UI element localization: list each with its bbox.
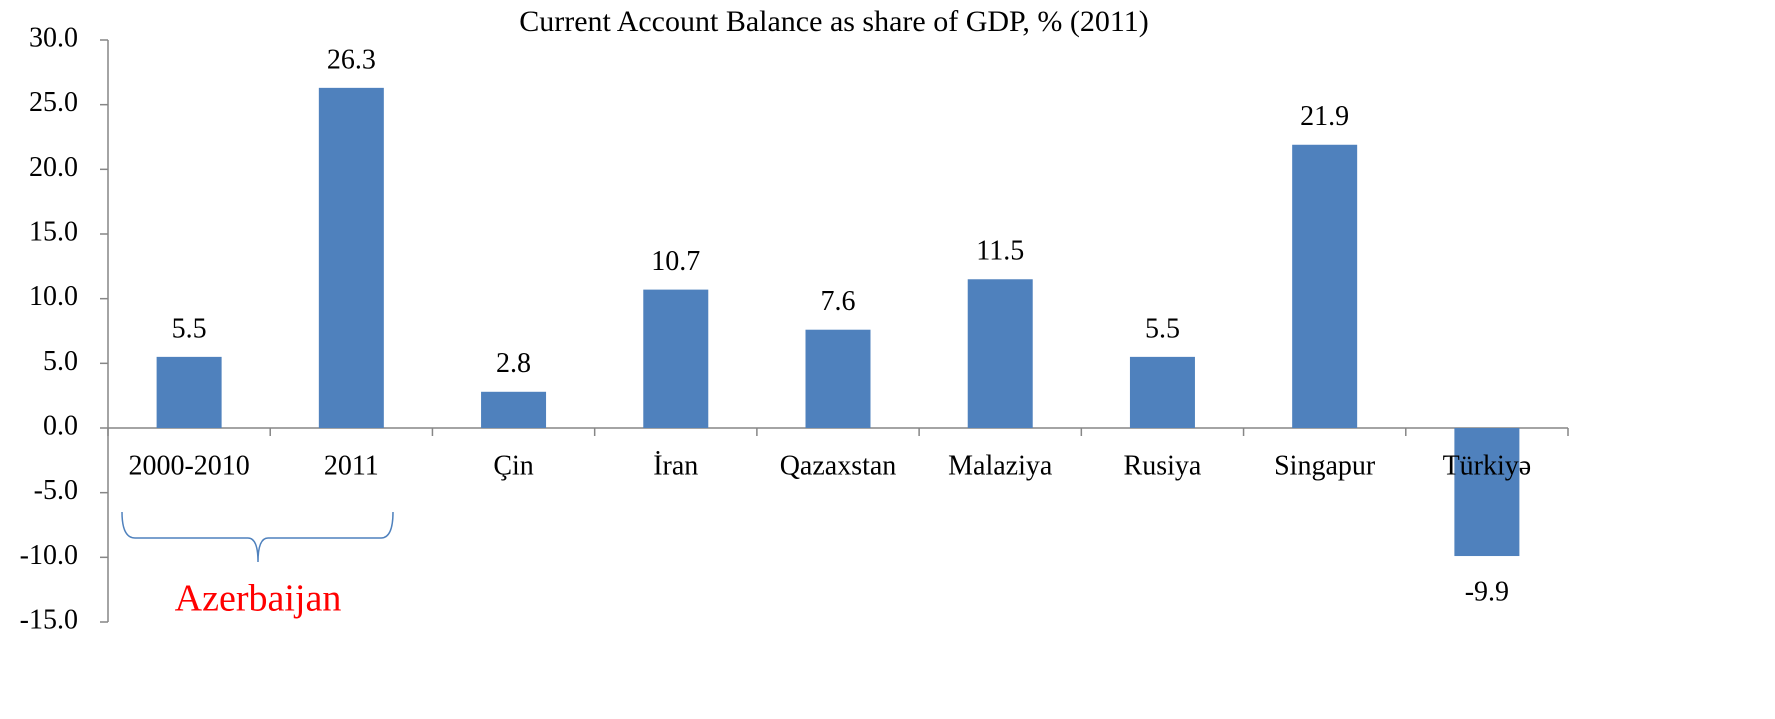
data-label: 7.6	[821, 286, 856, 317]
data-label: 21.9	[1300, 101, 1349, 132]
bar	[1292, 144, 1358, 428]
x-tick-label: Qazaxstan	[780, 450, 897, 481]
y-tick-label: 10.0	[29, 281, 78, 312]
x-tick-label: Singapur	[1274, 450, 1376, 481]
data-label: 5.5	[1145, 313, 1180, 344]
y-tick-label: -5.0	[34, 475, 78, 506]
x-tick-label: Çin	[493, 450, 533, 481]
data-label: -9.9	[1465, 576, 1509, 607]
bar	[1129, 356, 1195, 428]
x-tick-label: Malaziya	[948, 450, 1053, 481]
data-label: 10.7	[651, 246, 700, 277]
x-tick-label: İran	[653, 450, 698, 481]
bar	[1454, 428, 1520, 557]
brace	[121, 511, 394, 563]
bar	[481, 391, 547, 428]
y-tick-label: 0.0	[43, 410, 78, 441]
y-tick-label: 20.0	[29, 152, 78, 183]
y-tick-label: -10.0	[20, 540, 78, 571]
chart-title: Current Account Balance as share of GDP,…	[519, 5, 1149, 38]
x-tick-label: 2000-2010	[128, 450, 249, 481]
bar	[643, 289, 709, 428]
bar	[967, 279, 1033, 428]
data-label: 11.5	[976, 236, 1024, 267]
bar	[156, 356, 222, 428]
y-tick-label: 30.0	[29, 22, 78, 53]
data-label: 2.8	[496, 348, 531, 379]
x-tick-label: 2011	[324, 450, 379, 481]
x-tick-label: Rusiya	[1124, 450, 1202, 481]
bar	[318, 87, 384, 428]
x-tick-label: Türkiyə	[1443, 450, 1532, 481]
y-tick-label: 25.0	[29, 87, 78, 118]
annotation: Azerbaijan	[175, 578, 342, 620]
bar	[805, 329, 871, 428]
data-label: 26.3	[327, 44, 376, 75]
y-tick-label: 15.0	[29, 216, 78, 247]
data-label: 5.5	[172, 313, 207, 344]
y-tick-label: 5.0	[43, 346, 78, 377]
y-tick-label: -15.0	[20, 604, 78, 635]
